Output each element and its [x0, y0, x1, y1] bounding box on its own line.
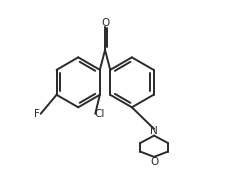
Text: F: F: [34, 109, 40, 119]
Text: N: N: [150, 126, 158, 136]
Text: O: O: [101, 18, 109, 28]
Text: Cl: Cl: [95, 109, 105, 119]
Text: O: O: [150, 157, 158, 167]
